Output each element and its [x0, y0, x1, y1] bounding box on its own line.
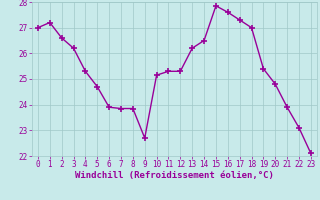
- X-axis label: Windchill (Refroidissement éolien,°C): Windchill (Refroidissement éolien,°C): [75, 171, 274, 180]
